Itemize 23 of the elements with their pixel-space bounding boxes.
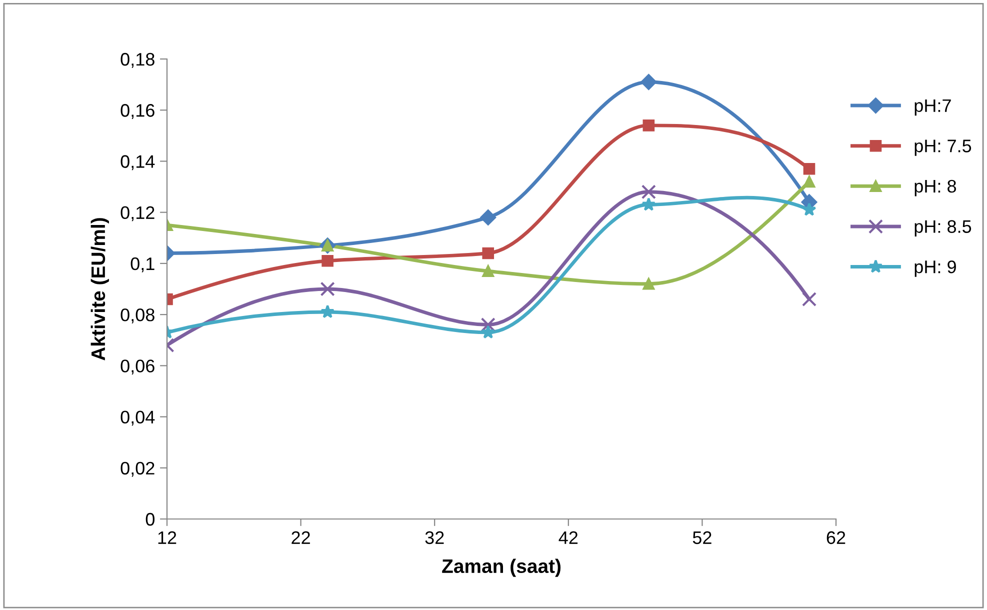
legend-label: pH: 8.5 [914, 220, 972, 237]
y-tick-label: 0,18 [120, 52, 154, 68]
legend-label: pH:7 [914, 99, 951, 116]
y-tick-label: 0,04 [120, 410, 155, 426]
x-tick-label: 12 [158, 531, 176, 544]
y-axis-title: Aktivite (EU/ml) [90, 218, 109, 360]
y-tick-label: 0,02 [120, 462, 154, 477]
legend-label: pH: 8 [914, 180, 956, 196]
y-tick-label: 0,12 [120, 206, 154, 222]
x-axis-title: Zaman (saat) [442, 558, 561, 577]
y-tick-label: 0,1 [130, 257, 154, 272]
y-tick-label: 0 [146, 512, 154, 526]
legend-label: pH: 9 [914, 260, 956, 277]
x-tick-label: 52 [692, 531, 712, 544]
x-tick-label: 32 [425, 531, 444, 544]
x-tick-label: 62 [826, 531, 846, 544]
y-tick-label: 0,06 [120, 360, 154, 375]
x-tick-label: 22 [292, 531, 310, 544]
x-tick-label: 42 [558, 531, 578, 544]
legend-label: pH: 7.5 [914, 140, 972, 156]
y-tick-label: 0,16 [120, 104, 154, 119]
y-tick-label: 0,14 [120, 155, 155, 170]
y-tick-label: 0,08 [120, 308, 154, 324]
